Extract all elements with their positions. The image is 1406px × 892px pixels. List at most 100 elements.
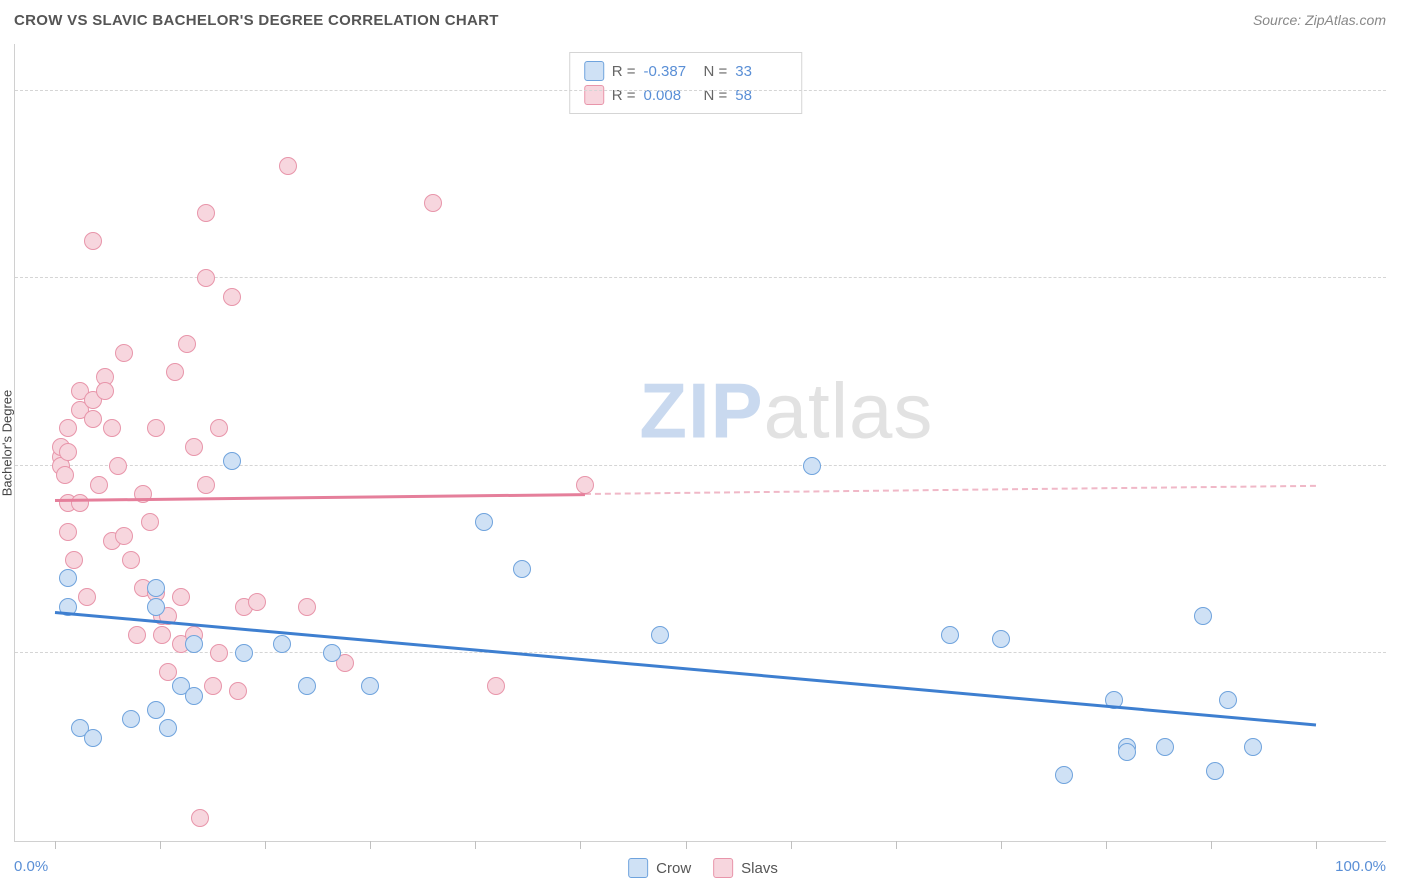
x-tick: [475, 841, 476, 849]
slavs-point: [166, 363, 184, 381]
crow-point: [803, 457, 821, 475]
gridline: 40.0%: [15, 465, 1386, 466]
slavs-point: [71, 494, 89, 512]
x-tick: [896, 841, 897, 849]
slavs-point: [59, 443, 77, 461]
slavs-point: [210, 419, 228, 437]
legend-label: Crow: [656, 860, 691, 877]
crow-point: [235, 644, 253, 662]
chart-title: CROW VS SLAVIC BACHELOR'S DEGREE CORRELA…: [14, 12, 499, 29]
crow-point: [185, 635, 203, 653]
crow-point: [992, 630, 1010, 648]
series-legend: Crow Slavs: [628, 858, 778, 878]
slavs-point: [59, 523, 77, 541]
legend-label: Slavs: [741, 860, 778, 877]
slavs-point: [191, 809, 209, 827]
watermark: ZIPatlas: [639, 365, 933, 456]
crow-point: [273, 635, 291, 653]
crow-point: [122, 710, 140, 728]
crow-point: [941, 626, 959, 644]
slavs-point: [197, 269, 215, 287]
x-axis-min-label: 0.0%: [14, 858, 48, 875]
slavs-point: [122, 551, 140, 569]
slavs-point: [84, 232, 102, 250]
legend-item-slavs: Slavs: [713, 858, 778, 878]
slavs-point: [115, 527, 133, 545]
slavs-point: [424, 194, 442, 212]
legend-swatch: [713, 858, 733, 878]
slavs-point: [141, 513, 159, 531]
crow-point: [298, 677, 316, 695]
slavs-point: [576, 476, 594, 494]
crow-point: [323, 644, 341, 662]
x-axis-max-label: 100.0%: [1335, 858, 1386, 875]
gridline: 60.0%: [15, 277, 1386, 278]
crow-point: [1219, 691, 1237, 709]
gridline: 80.0%: [15, 90, 1386, 91]
crow-point: [147, 701, 165, 719]
slavs-point: [65, 551, 83, 569]
x-tick: [1316, 841, 1317, 849]
crow-point: [185, 687, 203, 705]
crow-trendline: [55, 611, 1316, 727]
chart-area: Bachelor's Degree ZIPatlas R =-0.387N =3…: [14, 44, 1386, 842]
crow-point: [1206, 762, 1224, 780]
slavs-point: [153, 626, 171, 644]
slavs-point: [84, 410, 102, 428]
x-tick: [580, 841, 581, 849]
crow-point: [1194, 607, 1212, 625]
x-tick: [370, 841, 371, 849]
legend-swatch: [628, 858, 648, 878]
crow-point: [59, 569, 77, 587]
crow-point: [1244, 738, 1262, 756]
crow-point: [147, 579, 165, 597]
crow-point: [513, 560, 531, 578]
legend-swatch: [584, 85, 604, 105]
crow-point: [1055, 766, 1073, 784]
stat-r-value: -0.387: [644, 63, 696, 80]
x-tick: [55, 841, 56, 849]
slavs-point: [185, 438, 203, 456]
crow-point: [651, 626, 669, 644]
crow-point: [147, 598, 165, 616]
slavs-point: [147, 419, 165, 437]
stat-n-label: N =: [704, 63, 728, 80]
slavs-point: [115, 344, 133, 362]
stats-legend-row: R =0.008N =58: [584, 83, 788, 107]
slavs-point: [204, 677, 222, 695]
legend-swatch: [584, 61, 604, 81]
slavs-point: [210, 644, 228, 662]
slavs-point: [172, 588, 190, 606]
crow-point: [1156, 738, 1174, 756]
slavs-point: [197, 204, 215, 222]
x-tick: [160, 841, 161, 849]
slavs-point: [298, 598, 316, 616]
plot-region: ZIPatlas R =-0.387N =33R =0.008N =58 20.…: [55, 44, 1316, 841]
crow-point: [361, 677, 379, 695]
slavs-point: [229, 682, 247, 700]
slavs-point: [197, 476, 215, 494]
slavs-point: [59, 419, 77, 437]
watermark-part2: atlas: [764, 366, 934, 454]
slavs-point: [109, 457, 127, 475]
slavs-point: [279, 157, 297, 175]
slavs-point: [90, 476, 108, 494]
x-tick: [791, 841, 792, 849]
slavs-trendline-extrapolated: [585, 485, 1316, 495]
x-tick: [686, 841, 687, 849]
slavs-point: [78, 588, 96, 606]
slavs-point: [178, 335, 196, 353]
stats-legend: R =-0.387N =33R =0.008N =58: [569, 52, 803, 114]
slavs-point: [487, 677, 505, 695]
slavs-point: [96, 382, 114, 400]
slavs-point: [248, 593, 266, 611]
stat-n-value: 33: [735, 63, 787, 80]
crow-point: [475, 513, 493, 531]
source-credit: Source: ZipAtlas.com: [1253, 12, 1386, 28]
watermark-part1: ZIP: [639, 366, 763, 454]
stats-legend-row: R =-0.387N =33: [584, 59, 788, 83]
slavs-point: [103, 419, 121, 437]
legend-item-crow: Crow: [628, 858, 691, 878]
x-tick: [1106, 841, 1107, 849]
crow-point: [223, 452, 241, 470]
